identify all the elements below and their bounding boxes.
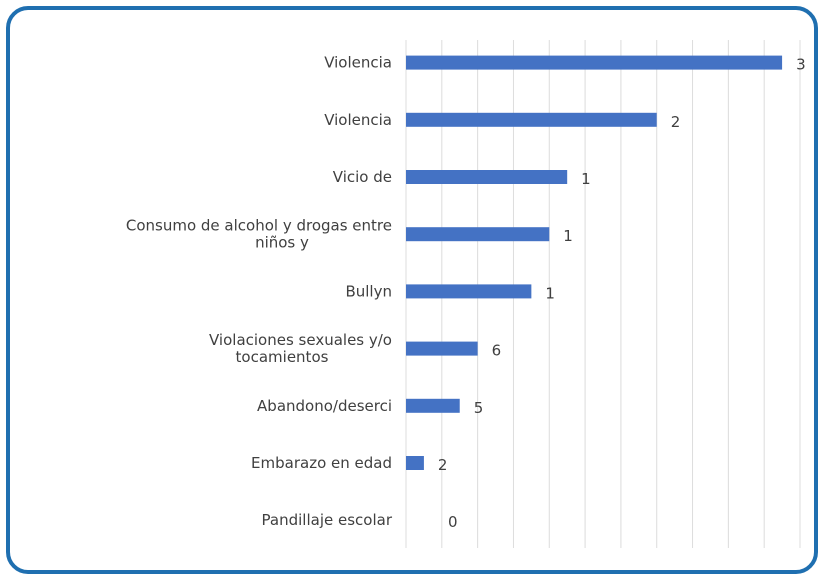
data-label: 2: [671, 113, 681, 131]
data-label: 0: [448, 513, 458, 531]
bar: [406, 227, 550, 242]
category-label: Bullyn: [345, 282, 392, 300]
data-label: 1: [581, 170, 591, 188]
category-label: Consumo de alcohol y drogas entre niños y: [126, 217, 392, 252]
category-label: Embarazo en edad: [251, 454, 392, 472]
bar: [406, 456, 424, 470]
bar: [406, 55, 783, 70]
data-label: 1: [563, 227, 573, 245]
data-label: 3: [796, 56, 806, 74]
data-label: 2: [438, 456, 448, 474]
category-label: Violaciones sexuales y/o tocamientos: [209, 331, 392, 366]
category-label: Pandillaje escolar: [262, 511, 393, 529]
data-label: 1: [545, 284, 555, 302]
bar: [406, 284, 532, 299]
data-label: 5: [474, 399, 484, 417]
category-label: Abandono/deserci: [257, 397, 392, 415]
bar: [406, 341, 478, 356]
category-label: Violencia: [324, 54, 392, 72]
bar: [406, 398, 460, 413]
data-label: 6: [492, 342, 502, 360]
bar: [406, 170, 568, 184]
category-label: Vicio de: [333, 168, 392, 186]
category-label: Violencia: [324, 111, 392, 129]
bar: [406, 112, 657, 127]
